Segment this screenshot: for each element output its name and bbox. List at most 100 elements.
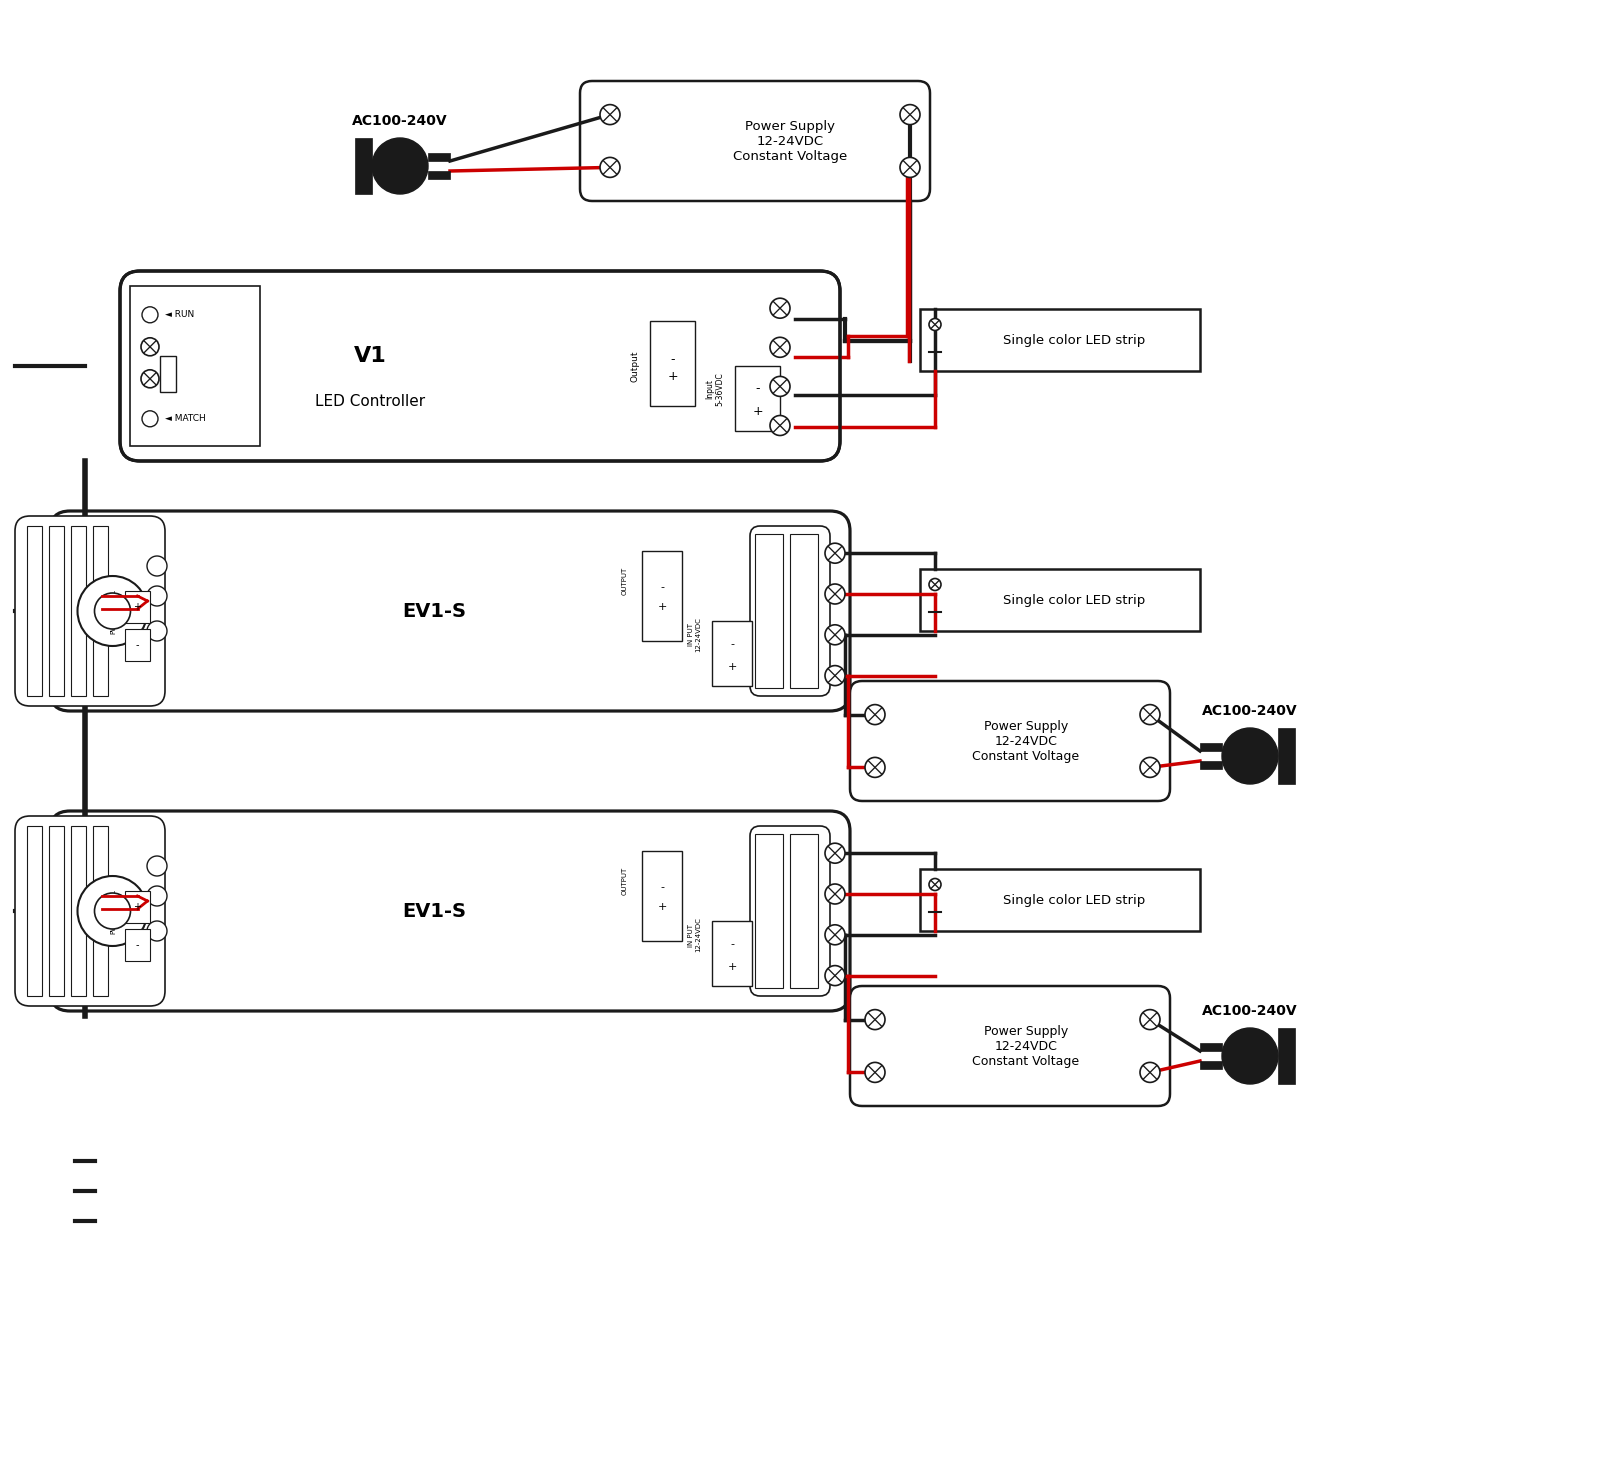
Text: -: - xyxy=(661,883,664,892)
Bar xyxy=(70,826,86,997)
Circle shape xyxy=(1139,757,1160,778)
FancyBboxPatch shape xyxy=(750,826,830,997)
Circle shape xyxy=(1139,1010,1160,1029)
FancyBboxPatch shape xyxy=(120,271,840,461)
Circle shape xyxy=(147,886,166,906)
Text: Power Supply
12-24VDC
Constant Voltage: Power Supply 12-24VDC Constant Voltage xyxy=(973,1025,1080,1068)
Text: IN PUT
12-24VDC: IN PUT 12-24VDC xyxy=(688,918,701,952)
Text: -: - xyxy=(661,582,664,592)
Circle shape xyxy=(826,584,845,604)
Bar xyxy=(920,869,1200,932)
Bar xyxy=(70,526,86,696)
Circle shape xyxy=(600,157,621,178)
Text: OUTPUT: OUTPUT xyxy=(622,567,627,595)
FancyBboxPatch shape xyxy=(579,81,930,201)
Text: Single color LED strip: Single color LED strip xyxy=(1003,594,1146,607)
Text: EV1-S: EV1-S xyxy=(402,902,466,921)
FancyBboxPatch shape xyxy=(14,515,165,706)
Bar xyxy=(755,535,782,689)
Bar xyxy=(790,834,818,988)
Bar xyxy=(712,621,752,686)
Bar xyxy=(1200,1060,1222,1069)
Bar xyxy=(1200,761,1222,769)
Circle shape xyxy=(77,875,147,946)
FancyBboxPatch shape xyxy=(50,511,850,711)
Circle shape xyxy=(141,338,158,355)
Bar xyxy=(642,852,682,940)
Circle shape xyxy=(94,592,131,629)
Text: IN PUT
12-24VDC: IN PUT 12-24VDC xyxy=(688,618,701,653)
FancyBboxPatch shape xyxy=(750,526,830,696)
Circle shape xyxy=(1222,729,1278,783)
Circle shape xyxy=(371,138,429,194)
Bar xyxy=(50,826,64,997)
Bar xyxy=(920,569,1200,631)
FancyBboxPatch shape xyxy=(14,816,165,1006)
Circle shape xyxy=(826,544,845,563)
Bar xyxy=(27,826,42,997)
Circle shape xyxy=(147,856,166,875)
Bar xyxy=(1278,729,1294,783)
Bar xyxy=(712,921,752,986)
Text: LED Controller: LED Controller xyxy=(315,394,426,409)
Circle shape xyxy=(770,376,790,397)
Text: AC100-240V: AC100-240V xyxy=(352,114,448,127)
Bar xyxy=(125,591,150,624)
Circle shape xyxy=(901,105,920,124)
Circle shape xyxy=(147,586,166,606)
Circle shape xyxy=(826,665,845,686)
Text: Single color LED strip: Single color LED strip xyxy=(1003,893,1146,906)
Text: +: + xyxy=(658,601,667,612)
Text: -: - xyxy=(755,382,760,395)
Circle shape xyxy=(142,410,158,427)
Text: AC100-240V: AC100-240V xyxy=(1202,1004,1298,1017)
Bar xyxy=(429,170,450,179)
Bar xyxy=(93,526,109,696)
Bar xyxy=(1200,1043,1222,1052)
Text: EV1-S: EV1-S xyxy=(402,601,466,621)
Bar xyxy=(642,551,682,641)
Text: -: - xyxy=(730,638,734,649)
Bar xyxy=(1278,1028,1294,1084)
Circle shape xyxy=(826,924,845,945)
Bar xyxy=(1200,743,1222,751)
Circle shape xyxy=(930,878,941,890)
Bar xyxy=(355,138,371,194)
Circle shape xyxy=(826,625,845,644)
Circle shape xyxy=(930,318,941,330)
Text: ◄ RUN: ◄ RUN xyxy=(165,311,194,320)
Circle shape xyxy=(770,298,790,318)
Bar xyxy=(93,826,109,997)
Circle shape xyxy=(600,105,621,124)
Circle shape xyxy=(142,307,158,323)
Text: -: - xyxy=(730,939,734,949)
Circle shape xyxy=(1139,1062,1160,1083)
Bar xyxy=(27,526,42,696)
Circle shape xyxy=(826,843,845,863)
Circle shape xyxy=(1222,1028,1278,1084)
Bar xyxy=(429,153,450,161)
Text: ◄ MATCH: ◄ MATCH xyxy=(165,415,206,424)
Bar xyxy=(790,535,818,689)
Text: Input
5-36VDC: Input 5-36VDC xyxy=(706,372,725,406)
Circle shape xyxy=(94,893,131,929)
Text: -: - xyxy=(136,940,139,949)
Circle shape xyxy=(826,884,845,903)
Text: Power Supply
12-24VDC
Constant Voltage: Power Supply 12-24VDC Constant Voltage xyxy=(733,120,846,163)
Circle shape xyxy=(901,157,920,178)
Text: -: - xyxy=(136,640,139,650)
Circle shape xyxy=(1139,705,1160,724)
Circle shape xyxy=(770,416,790,435)
Text: +: + xyxy=(728,961,736,972)
Text: +: + xyxy=(752,404,763,418)
Text: +: + xyxy=(133,601,141,612)
Text: +: + xyxy=(658,902,667,912)
FancyBboxPatch shape xyxy=(50,812,850,1012)
Bar xyxy=(130,286,259,446)
Circle shape xyxy=(866,1010,885,1029)
Text: INPUT
PWM/SIGNAL: INPUT PWM/SIGNAL xyxy=(104,588,117,634)
Bar xyxy=(125,929,150,961)
Circle shape xyxy=(147,921,166,940)
Circle shape xyxy=(147,621,166,641)
Text: AC100-240V: AC100-240V xyxy=(1202,703,1298,718)
